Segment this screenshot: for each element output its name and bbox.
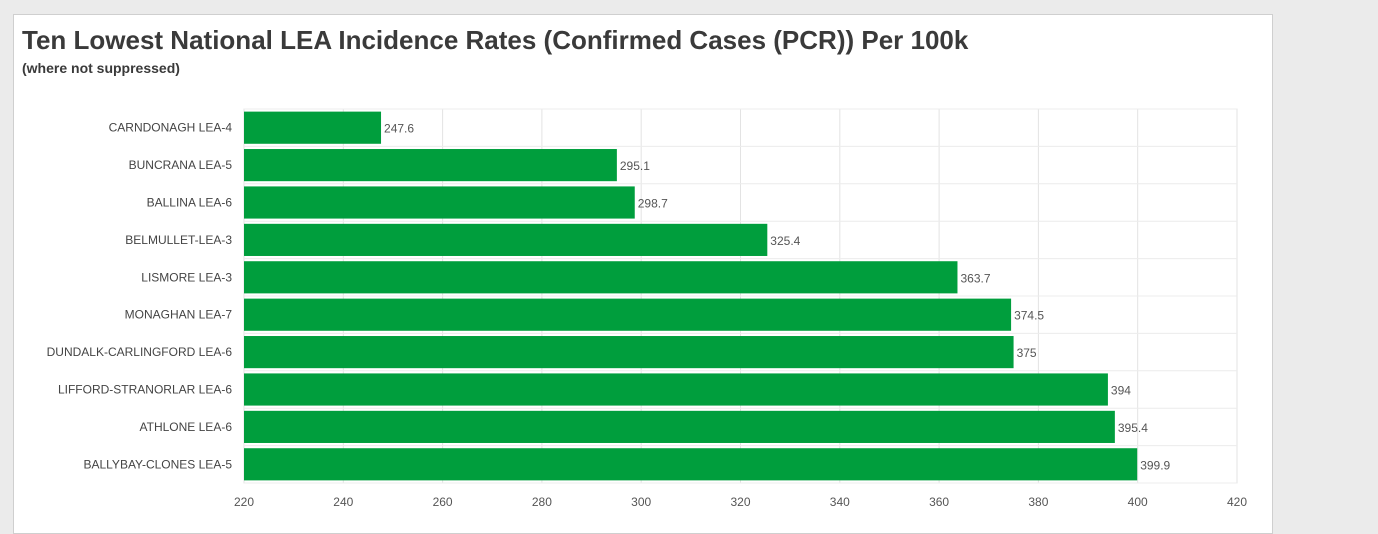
chart-subtitle: (where not suppressed) xyxy=(22,60,180,76)
x-tick-label: 340 xyxy=(830,495,850,509)
bar xyxy=(244,149,617,182)
value-label: 395.4 xyxy=(1118,421,1148,435)
chart-panel: Ten Lowest National LEA Incidence Rates … xyxy=(13,14,1273,534)
x-tick-label: 220 xyxy=(234,495,254,509)
value-label: 295.1 xyxy=(620,159,650,173)
bar xyxy=(244,373,1108,406)
value-label: 374.5 xyxy=(1014,309,1044,323)
x-tick-label: 240 xyxy=(333,495,353,509)
value-label: 363.7 xyxy=(960,271,990,285)
bar xyxy=(244,261,958,294)
bar xyxy=(244,336,1014,369)
x-tick-label: 260 xyxy=(433,495,453,509)
bar xyxy=(244,111,382,144)
value-label: 247.6 xyxy=(384,122,414,136)
category-label: MONAGHAN LEA-7 xyxy=(125,308,233,322)
category-label: BALLINA LEA-6 xyxy=(147,196,233,210)
bar xyxy=(244,223,768,256)
value-label: 375 xyxy=(1017,346,1037,360)
value-label: 399.9 xyxy=(1140,458,1170,472)
bar xyxy=(244,298,1012,331)
x-tick-label: 380 xyxy=(1028,495,1048,509)
x-tick-label: 300 xyxy=(631,495,651,509)
category-label: LISMORE LEA-3 xyxy=(141,270,232,284)
x-tick-label: 280 xyxy=(532,495,552,509)
category-label: LIFFORD-STRANORLAR LEA-6 xyxy=(58,383,232,397)
category-label: BALLYBAY-CLONES LEA-5 xyxy=(83,457,232,471)
chart-title: Ten Lowest National LEA Incidence Rates … xyxy=(22,25,969,55)
category-label: DUNDALK-CARLINGFORD LEA-6 xyxy=(47,345,233,359)
x-tick-label: 320 xyxy=(730,495,750,509)
category-label: BELMULLET-LEA-3 xyxy=(125,233,232,247)
value-label: 298.7 xyxy=(638,197,668,211)
x-tick-label: 360 xyxy=(929,495,949,509)
x-tick-label: 400 xyxy=(1128,495,1148,509)
x-tick-label: 420 xyxy=(1227,495,1247,509)
category-label: BUNCRANA LEA-5 xyxy=(129,158,233,172)
bar xyxy=(244,186,635,219)
category-label: CARNDONAGH LEA-4 xyxy=(109,121,233,135)
bar-chart: 220 240 260 280 300 320 340 360 380 400 420 CARNDON… xyxy=(47,108,1247,509)
value-label: 325.4 xyxy=(770,234,800,248)
value-label: 394 xyxy=(1111,384,1131,398)
category-label: ATHLONE LEA-6 xyxy=(140,420,233,434)
bar xyxy=(244,448,1138,481)
bar xyxy=(244,410,1115,443)
